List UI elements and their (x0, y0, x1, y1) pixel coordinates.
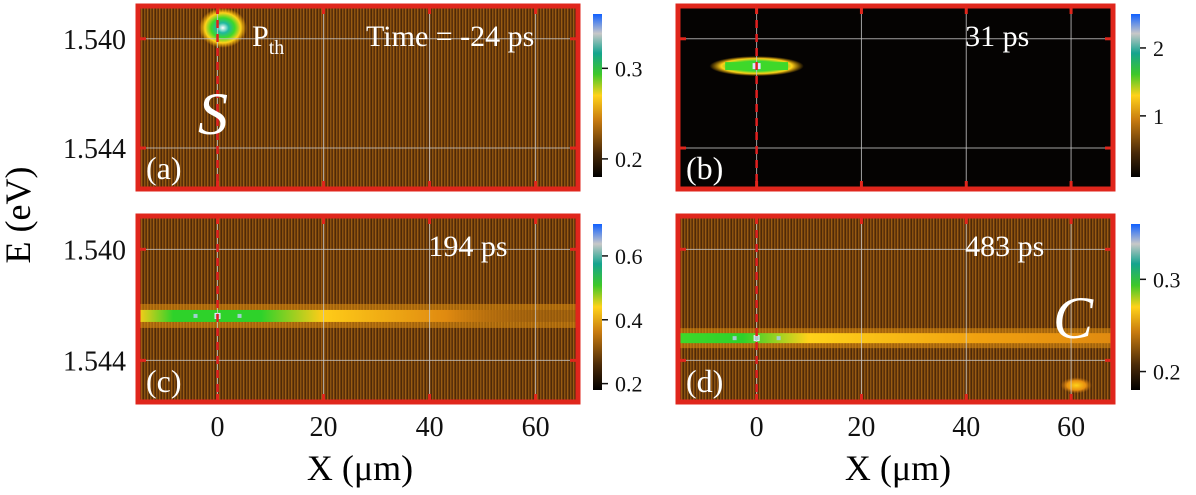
time-label: Time = -24 ps (366, 20, 534, 53)
x-tick-label: 0 (211, 412, 225, 443)
region-label: C (1053, 285, 1094, 351)
colorbar-tick-label: 0.6 (615, 244, 643, 269)
x-tick-label: 60 (522, 412, 550, 443)
emission-spot (198, 7, 247, 48)
emission-speckle (237, 313, 242, 318)
x-axis-label-left: X (μm) (307, 448, 413, 488)
panel-frame (675, 213, 1116, 405)
colorbar (593, 224, 602, 390)
plot-area (678, 216, 1113, 402)
x-tick-label: 20 (310, 412, 338, 443)
heatmap-background (678, 216, 1113, 402)
panel-frame (675, 3, 1116, 192)
plot-area (138, 216, 578, 402)
colorbar-tick-label: 0.2 (615, 372, 643, 397)
plot-area (138, 6, 578, 189)
heatmap-background (678, 6, 1113, 189)
colorbar-tick-label: 0.3 (1153, 267, 1181, 292)
time-label: 194 ps (428, 230, 507, 263)
y-tick-label: 1.544 (63, 346, 126, 377)
colorbar-tick-label: 1 (1153, 104, 1164, 129)
emission-speckle (193, 313, 198, 318)
x-tick-label: 40 (952, 412, 980, 443)
y-tick-label: 1.544 (63, 134, 126, 165)
colorbar (1131, 14, 1140, 177)
panel-letter: (d) (686, 363, 723, 399)
emission-speckle (776, 336, 781, 341)
panel-c: 1.544 1.540 0 20 40 60 (c) 194 ps 0.2 0.4 0.6 (63, 213, 643, 443)
y-tick-label: 1.540 (63, 235, 126, 266)
colorbar-tick-label: 2 (1153, 36, 1164, 61)
panel-letter: (b) (686, 150, 723, 186)
colorbar-tick-label: 0.3 (615, 56, 643, 81)
colorbar-tick-label: 0.2 (615, 147, 643, 172)
time-label: 483 ps (965, 230, 1044, 263)
y-tick-label: 1.540 (63, 25, 126, 56)
panel-d: 0 20 40 60 (d) 483 ps C 0.2 0.3 (675, 213, 1181, 443)
panel-b: (b) 31 ps 1 2 (675, 3, 1164, 192)
plot-area (678, 6, 1113, 189)
x-axis-label-right: X (μm) (845, 448, 951, 488)
x-tick-label: 20 (847, 412, 875, 443)
emission-streak (678, 333, 1113, 344)
colorbar (1131, 224, 1140, 390)
panel-frame (135, 3, 581, 192)
panel-letter: (c) (146, 363, 182, 399)
x-tick-label: 40 (416, 412, 444, 443)
region-label: S (198, 81, 228, 147)
colorbar-tick-label: 0.4 (615, 308, 643, 333)
y-axis-label: E (eV) (0, 167, 38, 264)
panel-letter: (a) (146, 150, 182, 186)
emission-speckle (732, 336, 737, 341)
x-tick-label: 0 (750, 412, 764, 443)
time-label: 31 ps (965, 20, 1029, 53)
emission-streak (138, 309, 578, 322)
panel-frame (135, 213, 581, 405)
emission-spot (1060, 377, 1093, 394)
x-tick-label: 60 (1057, 412, 1085, 443)
colorbar-tick-label: 0.2 (1153, 360, 1181, 385)
colorbar (593, 14, 602, 177)
threshold-subscript: th (269, 37, 285, 59)
